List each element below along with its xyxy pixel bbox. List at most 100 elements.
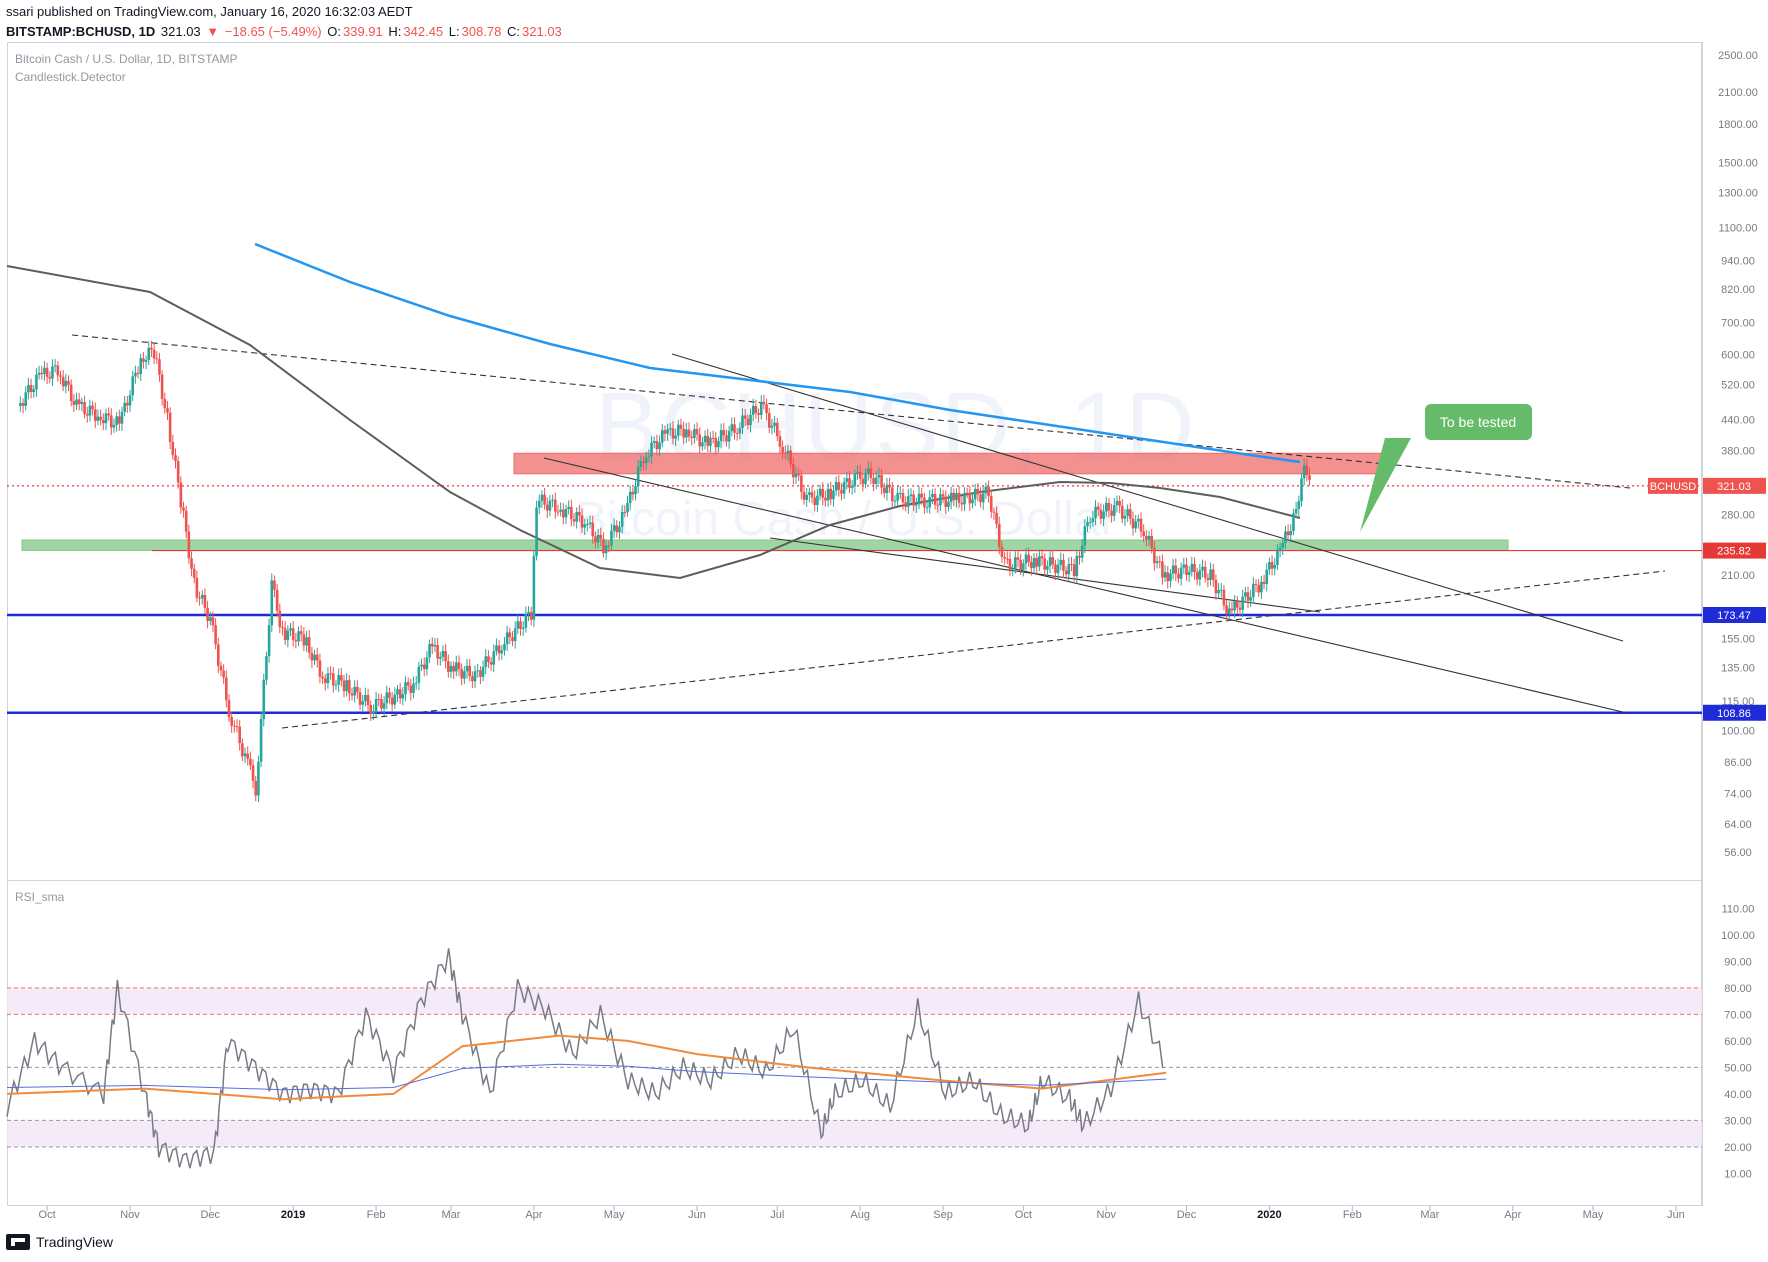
time-tick-label: Jul: [770, 1209, 784, 1221]
candle-body: [492, 651, 496, 665]
candle-body: [43, 367, 46, 375]
candle-body: [428, 643, 431, 658]
candle-body: [842, 481, 846, 494]
candle-body: [348, 680, 351, 694]
candle-body: [401, 694, 405, 699]
rsi-tick-label: 40.00: [1724, 1089, 1752, 1101]
candle-body: [377, 698, 381, 700]
candle-body: [147, 347, 151, 361]
time-tick-label: Apr: [525, 1209, 542, 1221]
candle-body: [1225, 605, 1228, 614]
candle-body: [321, 676, 324, 679]
time-tick-label: Feb: [1343, 1209, 1362, 1221]
candle-body: [869, 468, 873, 479]
candle-body: [19, 403, 22, 406]
candle-body: [802, 491, 806, 500]
candle-body: [1289, 530, 1293, 536]
candle-body: [767, 413, 771, 428]
candle-body: [853, 473, 857, 487]
candle-body: [118, 416, 121, 424]
candle-body: [1022, 563, 1025, 570]
candle-body: [505, 632, 509, 645]
candle-body: [743, 415, 747, 419]
candle-body: [971, 499, 974, 504]
trendline: [543, 457, 1628, 714]
candle-body: [1062, 559, 1065, 571]
candle-body: [1035, 557, 1039, 567]
candle-body: [730, 424, 734, 431]
rsi-tick-label: 70.00: [1724, 1009, 1752, 1021]
candle-body: [412, 683, 415, 693]
candle-body: [107, 413, 110, 416]
candle-body: [947, 501, 950, 508]
price-tick-label: 1500.00: [1718, 157, 1758, 169]
candle-body: [1209, 569, 1212, 580]
candle-body: [1169, 573, 1172, 582]
candle-body: [144, 360, 148, 362]
candle-body: [433, 644, 437, 647]
candle-body: [652, 441, 656, 443]
time-tick-label: Jun: [688, 1209, 706, 1221]
candle-body: [1265, 569, 1269, 584]
candle-body: [636, 466, 640, 487]
candle-body: [821, 488, 825, 498]
chart-frame: [7, 42, 1702, 1206]
rsi-legend: RSI_sma: [15, 890, 65, 904]
candle-body: [1016, 557, 1020, 560]
candle-body: [1131, 518, 1135, 529]
candle-body: [152, 349, 156, 359]
candle-body: [650, 442, 653, 457]
candle-body: [179, 482, 183, 508]
annotation-text: To be tested: [1440, 414, 1516, 430]
candle-body: [1019, 559, 1022, 570]
candle-body: [1190, 563, 1194, 572]
candle-body: [1252, 583, 1255, 598]
candle-body: [941, 494, 945, 497]
candle-body: [992, 511, 996, 513]
candle-body: [703, 435, 707, 443]
candle-body: [1091, 518, 1095, 522]
candle-body: [658, 442, 661, 450]
candle-body: [372, 711, 375, 715]
candle-body: [1284, 531, 1287, 543]
candle-body: [99, 416, 102, 421]
candle-body: [829, 488, 833, 500]
candle-body: [1048, 557, 1052, 566]
candle-body: [824, 497, 827, 501]
rsi-ma-line: [6, 1034, 1167, 1101]
candle-body: [1185, 564, 1188, 575]
candle-body: [960, 502, 964, 505]
candle-body: [596, 534, 600, 543]
candle-body: [1123, 515, 1127, 519]
candle-body: [299, 631, 303, 635]
candle-body: [425, 657, 429, 670]
annotation-box: [1425, 404, 1532, 440]
candle-body: [422, 664, 426, 670]
candle-body: [717, 440, 720, 448]
candle-body: [797, 473, 800, 476]
candle-body: [749, 414, 752, 426]
candle-body: [939, 494, 942, 506]
candle-body: [885, 484, 889, 494]
candle-body: [1227, 608, 1231, 614]
price-tick-label: 820.00: [1721, 284, 1755, 296]
candle-body: [353, 686, 356, 696]
candle-body: [393, 694, 397, 705]
candle-body: [40, 372, 44, 375]
candle-body: [1134, 521, 1137, 529]
candle-body: [872, 478, 875, 484]
candle-body: [968, 493, 972, 504]
pane-divider[interactable]: [7, 880, 1702, 881]
candle-body: [1195, 572, 1199, 580]
candle-body: [1000, 546, 1004, 557]
candle-body: [1281, 542, 1285, 548]
level-price-tag: [1703, 704, 1766, 721]
candle-body: [1244, 592, 1247, 597]
candle-body: [963, 492, 966, 505]
candle-body: [800, 475, 803, 492]
candle-body: [278, 610, 282, 628]
candle-body: [1214, 579, 1218, 594]
candle-body: [618, 526, 621, 533]
symbol-label[interactable]: BITSTAMP:BCHUSD, 1D: [6, 24, 156, 39]
